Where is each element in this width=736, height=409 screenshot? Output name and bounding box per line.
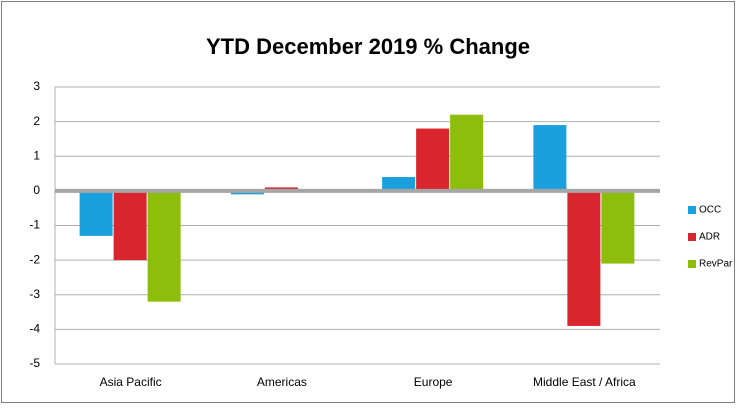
y-tick-label: -3 (29, 287, 40, 301)
x-tick-label: Europe (414, 375, 453, 389)
legend-label: ADR (699, 232, 720, 243)
chart-title: YTD December 2019 % Change (206, 34, 530, 59)
bar (147, 190, 181, 302)
bar (567, 190, 601, 326)
x-tick-label: Asia Pacific (100, 375, 162, 389)
y-tick-label: -4 (29, 322, 40, 336)
legend-label: RevPar (699, 259, 733, 270)
bar (416, 128, 450, 191)
bar (382, 177, 416, 191)
y-tick-label: -2 (29, 252, 40, 266)
y-tick-label: 3 (33, 79, 40, 93)
x-tick-label: Middle East / Africa (533, 375, 636, 389)
y-tick-label: -1 (29, 218, 40, 232)
legend-swatch (688, 206, 696, 214)
legend-label: OCC (699, 205, 721, 216)
y-tick-label: 0 (33, 183, 40, 197)
x-tick-label: Americas (257, 375, 307, 389)
y-tick-label: 2 (33, 114, 40, 128)
y-tick-label: 1 (33, 148, 40, 162)
bar (113, 190, 147, 261)
legend-swatch (688, 260, 696, 268)
bar (601, 190, 635, 264)
bar (450, 114, 484, 191)
bar (533, 125, 567, 191)
bar (79, 190, 113, 236)
y-tick-label: -5 (29, 356, 40, 370)
legend-swatch (688, 233, 696, 241)
